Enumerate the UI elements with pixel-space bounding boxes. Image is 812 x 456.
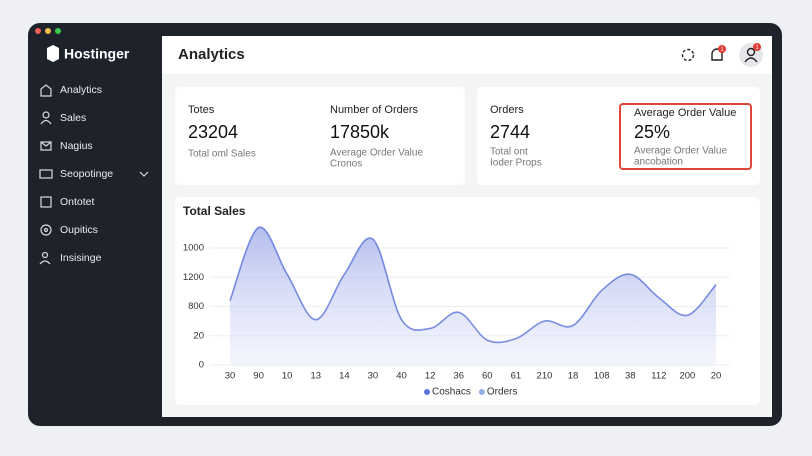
badge-count: 1 [720,47,724,53]
card-value: 25% [634,122,670,142]
card-note: ancobation [634,157,683,168]
nav-label: Analytics [60,84,102,96]
x-tick-label: 30 [225,371,236,382]
nav-label: Seopotinge [60,168,113,180]
x-tick-label: 13 [310,371,321,382]
nav-nagius[interactable]: Nagius [40,140,93,152]
y-tick-label: 800 [188,301,204,312]
x-tick-label: 18 [568,371,579,382]
card-label: Orders [490,104,524,116]
card-label: Totes [188,104,215,116]
y-tick-label: 1000 [183,243,204,254]
x-tick-label: 90 [253,371,264,382]
card-note: Total oml Sales [188,149,256,160]
highlight-box [619,103,752,170]
nav-insisinge[interactable]: Insisinge [39,252,102,265]
y-tick-label: 1200 [183,272,204,283]
stats-card [477,87,760,185]
y-tick-label: 0 [199,360,204,371]
x-tick-label: 108 [594,371,610,382]
x-tick-label: 60 [482,371,493,382]
x-tick-label: 210 [537,371,553,382]
card-note: Average Order Value [330,148,423,159]
x-tick-label: 40 [396,371,407,382]
x-tick-label: 112 [651,371,666,382]
badge-count: 1 [755,45,759,51]
header [162,36,772,74]
legend-label: Coshacs [432,387,471,398]
notifications-icon[interactable]: 1 [711,45,726,61]
card-value: 23204 [188,122,238,142]
nav-analytics[interactable]: Analytics [40,84,102,97]
x-tick-label: 20 [711,371,722,382]
profile-icon[interactable]: 1 [739,43,763,67]
page-title: Analytics [178,46,245,63]
nav-label: Insisinge [60,252,102,264]
nav-oupitics[interactable]: Oupitics [40,224,98,236]
card-label: Number of Orders [330,104,419,116]
x-tick-label: 36 [453,371,464,382]
nav-label: Oupitics [60,224,98,236]
badge [718,45,726,53]
chart-title: Total Sales [183,204,246,218]
legend-swatch [478,389,485,395]
y-tick-label: 20 [193,330,204,341]
x-tick-label: 30 [368,371,379,382]
card-note: Total ont [490,147,528,158]
maximize-dot[interactable] [55,28,61,34]
close-dot[interactable] [35,28,41,34]
nav-ontotet[interactable]: Ontotet [40,196,95,208]
area-fill [230,227,716,365]
card-note: Cronos [330,159,362,170]
x-tick-label: 38 [625,371,636,382]
nav-label: Nagius [60,140,93,152]
x-tick-label: 12 [425,371,436,382]
nav-label: Ontotet [60,196,95,208]
chart: 0 20 800 1200 1000 30 90 10 13 14 30 40 12 36 60 61 210 1… [183,226,730,398]
card-value: 2744 [490,122,530,142]
nav-sales[interactable]: Sales [40,111,86,125]
settings-icon[interactable] [681,48,695,62]
x-tick-label: 10 [282,371,293,382]
x-tick-label: 200 [679,371,695,382]
card-note: Ioder Props [490,158,542,169]
card-label: Average Order Value [634,107,736,119]
area-line [229,226,717,344]
stats-card [175,87,465,185]
brand: Hostinger [64,46,130,62]
badge [753,43,761,51]
nav-seopotinge[interactable]: Seopotinge [39,168,149,180]
legend-label: Orders [487,387,518,398]
brand-logo [47,45,59,62]
card-note: Average Order Value [634,146,727,157]
legend-swatch [424,389,430,395]
sidebar: Hostinger Analytics Sales Nagius Seopoti… [39,45,149,265]
card-value: 17850k [330,122,390,142]
x-tick-label: 61 [511,371,522,382]
x-tick-label: 14 [339,371,350,382]
nav-label: Sales [60,112,86,124]
minimize-dot[interactable] [45,28,51,34]
